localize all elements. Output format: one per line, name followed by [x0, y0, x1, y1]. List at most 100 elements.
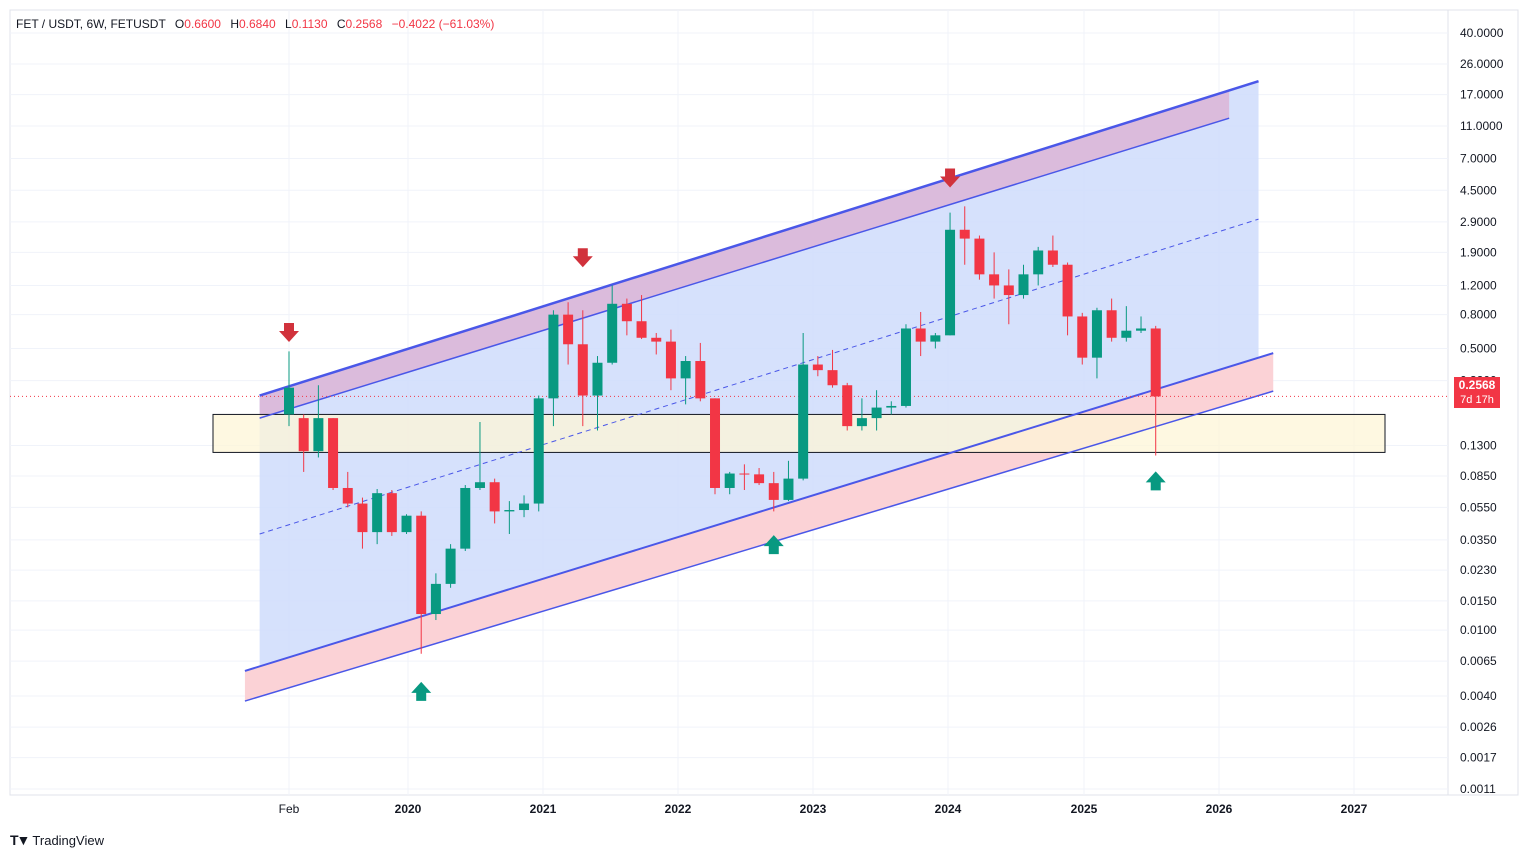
candle-body	[945, 229, 956, 336]
low-label: L	[285, 17, 292, 31]
last-price-tag: 0.2568 7d 17h	[1454, 377, 1500, 408]
candle	[989, 252, 1000, 299]
price-tick-label: 0.0350	[1460, 533, 1497, 547]
candle-body	[592, 362, 603, 396]
last-price-value: 0.2568	[1458, 378, 1496, 392]
candle-body	[1077, 316, 1088, 358]
candle	[724, 471, 735, 495]
time-axis: Feb 2020 2021 2022 2023 2024 2025 2026 2027	[279, 802, 1368, 816]
channel-lower-inner-line	[244, 352, 1274, 672]
candle	[768, 471, 779, 512]
candle	[1062, 262, 1073, 336]
tradingview-icon: T▼	[10, 832, 30, 848]
channel-lower-outer-line	[244, 390, 1274, 702]
candle	[548, 310, 559, 427]
up-arrow-marker	[1145, 471, 1166, 491]
candle	[298, 414, 309, 472]
candle-body	[342, 487, 353, 504]
price-tick-label: 0.0026	[1460, 720, 1497, 734]
high-value: 0.6840	[238, 17, 276, 31]
time-tick-label: 2026	[1206, 802, 1233, 816]
candle	[284, 351, 294, 427]
candle-body	[768, 483, 779, 500]
candle	[665, 329, 676, 391]
price-tick-label: 0.0850	[1460, 469, 1497, 483]
candle	[1121, 306, 1132, 342]
candle	[577, 310, 588, 427]
candle-body	[915, 328, 926, 342]
candle	[739, 464, 750, 491]
candle-body	[1106, 310, 1117, 338]
price-tick-label: 26.0000	[1460, 57, 1504, 71]
candle	[401, 514, 412, 534]
symbol-label[interactable]: FET / USDT, 6W, FETUSDT	[16, 17, 166, 31]
candle-body	[710, 398, 721, 488]
low-value: 0.1130	[291, 17, 328, 31]
candle	[842, 382, 853, 431]
candle-body	[1091, 310, 1102, 358]
price-tick-label: 0.5000	[1460, 341, 1497, 355]
candle	[930, 332, 941, 349]
down-arrow-marker	[940, 168, 961, 188]
candle-body	[474, 482, 485, 488]
candle-body	[445, 548, 456, 584]
price-tick-label: 0.0150	[1460, 594, 1497, 608]
candle	[592, 356, 603, 431]
price-tick-label: 4.5000	[1460, 183, 1497, 197]
candle-body	[1018, 274, 1029, 296]
candle	[827, 349, 838, 388]
time-tick-label: 2027	[1341, 802, 1368, 816]
candle	[313, 385, 324, 458]
candle	[533, 395, 544, 512]
price-tick-label: 0.0100	[1460, 623, 1497, 637]
candle	[607, 285, 618, 365]
candle-body	[886, 405, 897, 408]
candle	[1150, 325, 1161, 456]
candle	[1136, 316, 1147, 333]
down-arrow-marker	[279, 322, 299, 342]
upper-band-fill	[259, 90, 1230, 419]
candle-body	[812, 364, 823, 371]
price-tick-label: 7.0000	[1460, 151, 1497, 165]
candle	[1033, 246, 1044, 286]
candle-body	[695, 361, 706, 399]
candle-body	[636, 321, 647, 338]
candle-body	[754, 474, 765, 484]
brand-name: TradingView	[32, 832, 104, 848]
up-arrow-marker	[411, 681, 432, 701]
candle	[1106, 298, 1117, 342]
candle	[445, 544, 456, 588]
candle	[710, 398, 721, 495]
candle-body	[842, 385, 853, 427]
channel-mid-line	[259, 218, 1259, 535]
candle	[1047, 235, 1058, 268]
price-tick-label: 0.0550	[1460, 500, 1497, 514]
candle-body	[328, 418, 339, 488]
candle	[945, 212, 956, 336]
candle	[372, 488, 383, 545]
bar-timer: 7d 17h	[1460, 394, 1494, 406]
candle	[386, 490, 397, 536]
change-value: −0.4022 (−61.03%)	[391, 17, 495, 31]
price-tick-label: 1.9000	[1460, 245, 1497, 259]
candle	[915, 311, 926, 357]
candle	[1091, 307, 1102, 379]
candle	[783, 460, 794, 502]
candle-body	[783, 478, 794, 500]
candle	[856, 398, 867, 431]
candle-body	[959, 229, 970, 239]
candle-body	[1150, 328, 1161, 397]
candle-body	[739, 473, 750, 475]
candle	[563, 302, 574, 365]
candle-body	[621, 303, 632, 322]
candle	[636, 295, 647, 340]
candle	[651, 332, 662, 355]
candle-body	[651, 337, 662, 342]
candle	[1018, 264, 1029, 299]
candle	[680, 356, 691, 405]
close-label: C	[336, 17, 346, 31]
candle-body	[680, 361, 691, 379]
open-value: 0.6600	[184, 17, 221, 31]
brand-logo[interactable]: T▼ TradingView	[10, 832, 104, 848]
